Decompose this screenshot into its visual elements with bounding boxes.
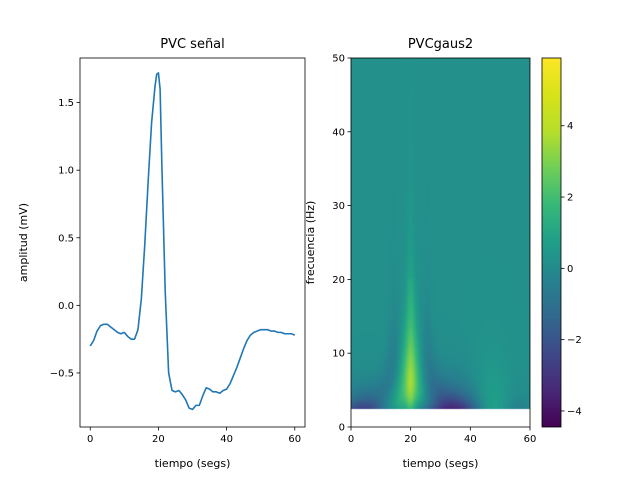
scalogram-y-tick-label: 50 xyxy=(332,54,345,65)
signal-x-tick-label: 60 xyxy=(288,434,301,445)
signal-y-tick-label: 0.5 xyxy=(58,233,74,244)
colorbar-tick-label: −2 xyxy=(567,335,582,346)
scalogram-y-tick-label: 0 xyxy=(339,423,345,434)
scalogram-heatmap xyxy=(351,58,530,427)
signal-axes-frame xyxy=(79,57,306,428)
signal-x-tick-label: 20 xyxy=(152,434,165,445)
signal-y-tick-label: 1.5 xyxy=(58,98,74,109)
signal-y-ticks: −0.5 0.0 0.5 1.0 1.5 xyxy=(50,98,80,379)
scalogram-y-tick-label: 40 xyxy=(332,127,345,138)
signal-y-axis-label: amplitud (mV) xyxy=(17,203,30,282)
scalogram-panel: PVCgaus2 0 20 40 60 0 10 20 30 40 50 tiempo (seg… xyxy=(304,37,536,470)
colorbar: −4 −2 0 2 4 xyxy=(541,57,582,428)
signal-y-tick-label: 1.0 xyxy=(58,166,74,177)
colorbar-tick-label: −4 xyxy=(567,406,582,417)
signal-x-ticks: 0 20 40 60 xyxy=(87,427,301,445)
scalogram-y-axis-label: frecuencia (Hz) xyxy=(304,201,317,285)
signal-y-tick-label: 0.0 xyxy=(58,301,74,312)
scalogram-axes-frame xyxy=(350,57,531,428)
signal-x-tick-label: 40 xyxy=(220,434,233,445)
signal-y-tick-label: −0.5 xyxy=(50,368,74,379)
scalogram-x-ticks: 0 20 40 60 xyxy=(348,427,537,445)
scalogram-y-tick-label: 10 xyxy=(332,349,345,360)
colorbar-ticks: −4 −2 0 2 4 xyxy=(561,121,582,417)
signal-title: PVC señal xyxy=(160,37,225,52)
colorbar-tick-label: 0 xyxy=(567,264,573,275)
scalogram-x-tick-label: 40 xyxy=(464,434,477,445)
colorbar-tick-label: 2 xyxy=(567,193,573,204)
signal-x-axis-label: tiempo (segs) xyxy=(155,457,231,470)
colorbar-gradient xyxy=(542,58,561,427)
scalogram-x-tick-label: 0 xyxy=(348,434,354,445)
colorbar-tick-label: 4 xyxy=(567,121,573,132)
signal-plot-area xyxy=(89,72,296,411)
scalogram-y-ticks: 0 10 20 30 40 50 xyxy=(332,54,351,434)
scalogram-y-tick-label: 30 xyxy=(332,201,345,212)
scalogram-x-axis-label: tiempo (segs) xyxy=(403,457,479,470)
scalogram-title: PVCgaus2 xyxy=(408,37,473,52)
colorbar-frame xyxy=(541,57,562,428)
scalogram-x-tick-label: 60 xyxy=(524,434,537,445)
scalogram-y-tick-label: 20 xyxy=(332,275,345,286)
signal-panel: PVC señal 0 20 40 60 −0.5 0.0 0.5 1.0 1.5 tiemp… xyxy=(17,37,306,470)
scalogram-x-tick-label: 20 xyxy=(404,434,417,445)
signal-line xyxy=(89,72,296,411)
signal-x-tick-label: 0 xyxy=(87,434,93,445)
